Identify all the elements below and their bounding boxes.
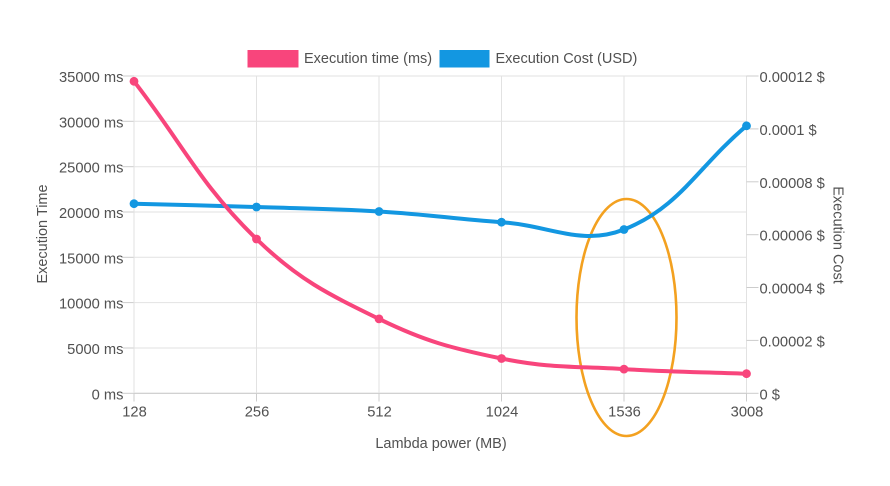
svg-text:1024: 1024	[486, 405, 519, 421]
svg-text:35000 ms: 35000 ms	[59, 70, 124, 86]
svg-text:Execution Cost: Execution Cost	[829, 186, 845, 284]
svg-text:Execution time (ms): Execution time (ms)	[304, 51, 432, 67]
svg-text:0 $: 0 $	[760, 387, 780, 403]
svg-text:0.00012 $: 0.00012 $	[760, 70, 825, 86]
svg-text:20000 ms: 20000 ms	[59, 206, 124, 222]
svg-text:0.0001 $: 0.0001 $	[760, 123, 817, 139]
svg-text:3008: 3008	[731, 405, 764, 421]
svg-text:1536: 1536	[608, 405, 641, 421]
svg-text:0.00008 $: 0.00008 $	[760, 176, 825, 192]
svg-text:Lambda power (MB): Lambda power (MB)	[375, 436, 506, 452]
svg-text:0.00004 $: 0.00004 $	[760, 282, 825, 298]
svg-text:Execution Cost (USD): Execution Cost (USD)	[496, 51, 638, 67]
svg-text:512: 512	[367, 405, 392, 421]
svg-text:25000 ms: 25000 ms	[59, 161, 124, 177]
svg-text:0.00006 $: 0.00006 $	[760, 229, 825, 245]
svg-text:128: 128	[122, 405, 147, 421]
svg-text:256: 256	[245, 405, 270, 421]
svg-text:15000 ms: 15000 ms	[59, 251, 124, 267]
svg-text:Execution Time: Execution Time	[35, 184, 51, 283]
svg-text:0 ms: 0 ms	[92, 387, 124, 403]
svg-text:5000 ms: 5000 ms	[67, 342, 123, 358]
svg-text:0.00002 $: 0.00002 $	[760, 334, 825, 350]
svg-text:10000 ms: 10000 ms	[59, 297, 124, 313]
svg-text:30000 ms: 30000 ms	[59, 115, 124, 131]
